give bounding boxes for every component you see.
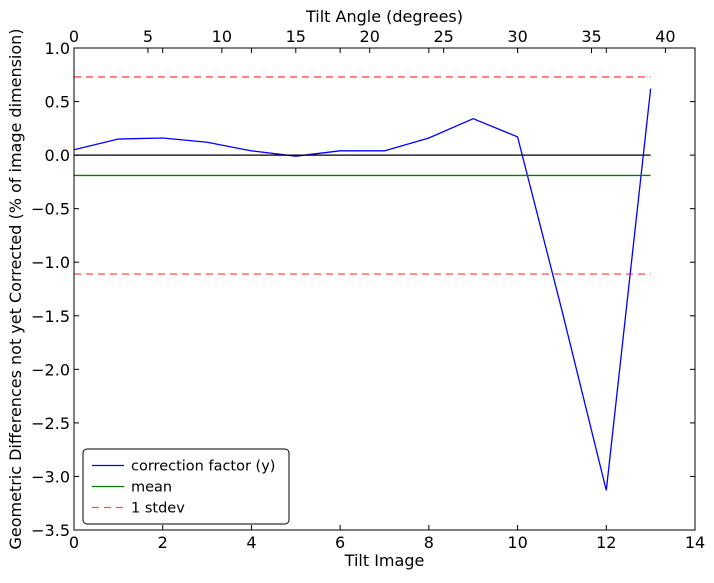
x-tick-label: 2 [158,533,168,552]
x-tick-label: 6 [335,533,345,552]
x2-tick-label: 25 [433,27,453,46]
y-tick-label: −2.5 [31,414,70,433]
x-tick-label: 8 [424,533,434,552]
y-tick-label: −3.0 [31,467,70,486]
x2-tick-label: 35 [581,27,601,46]
x-tick-label: 14 [685,533,705,552]
y-tick-label: −3.5 [31,521,70,540]
y-tick-label: −1.0 [31,253,70,272]
x-tick-label: 10 [507,533,527,552]
x-tick-label: 0 [69,533,79,552]
x2-tick-label: 15 [286,27,306,46]
x2-tick-label: 5 [143,27,153,46]
x-tick-label: 12 [596,533,616,552]
x2-tick-label: 40 [655,27,675,46]
y-tick-label: −0.5 [31,200,70,219]
x2-tick-label: 10 [212,27,232,46]
y-tick-label: 1.0 [45,39,70,58]
x2-axis-label: Tilt Angle (degrees) [305,7,463,26]
x-tick-label: 4 [246,533,256,552]
y-tick-label: −2.0 [31,360,70,379]
series-layer [73,76,652,491]
legend-box [82,448,290,525]
plot-frame [73,47,696,531]
axes-layer: 0 2 4 6 8 10 12 14 0 5 10 15 20 25 30 35 40 1.0 0.5 0.0 −0.5… [31,27,705,552]
y-tick-label: 0.5 [45,93,70,112]
legend-label: 1 stdev [131,501,185,517]
y-tick-label: 0.0 [45,146,70,165]
legend-label: correction factor (y) [131,459,275,475]
x2-tick-label: 20 [360,27,380,46]
x-axis-label: Tilt Image [344,551,425,570]
series-line-correction-factor-y [73,88,652,491]
legend-label: mean [131,480,172,496]
legend: correction factor (y) mean 1 stdev [82,448,290,525]
y-tick-label: −1.5 [31,307,70,326]
x2-tick-label: 0 [69,27,79,46]
y-axis-label: Geometric Differences not yet Corrected … [6,28,25,549]
x2-tick-label: 30 [507,27,527,46]
